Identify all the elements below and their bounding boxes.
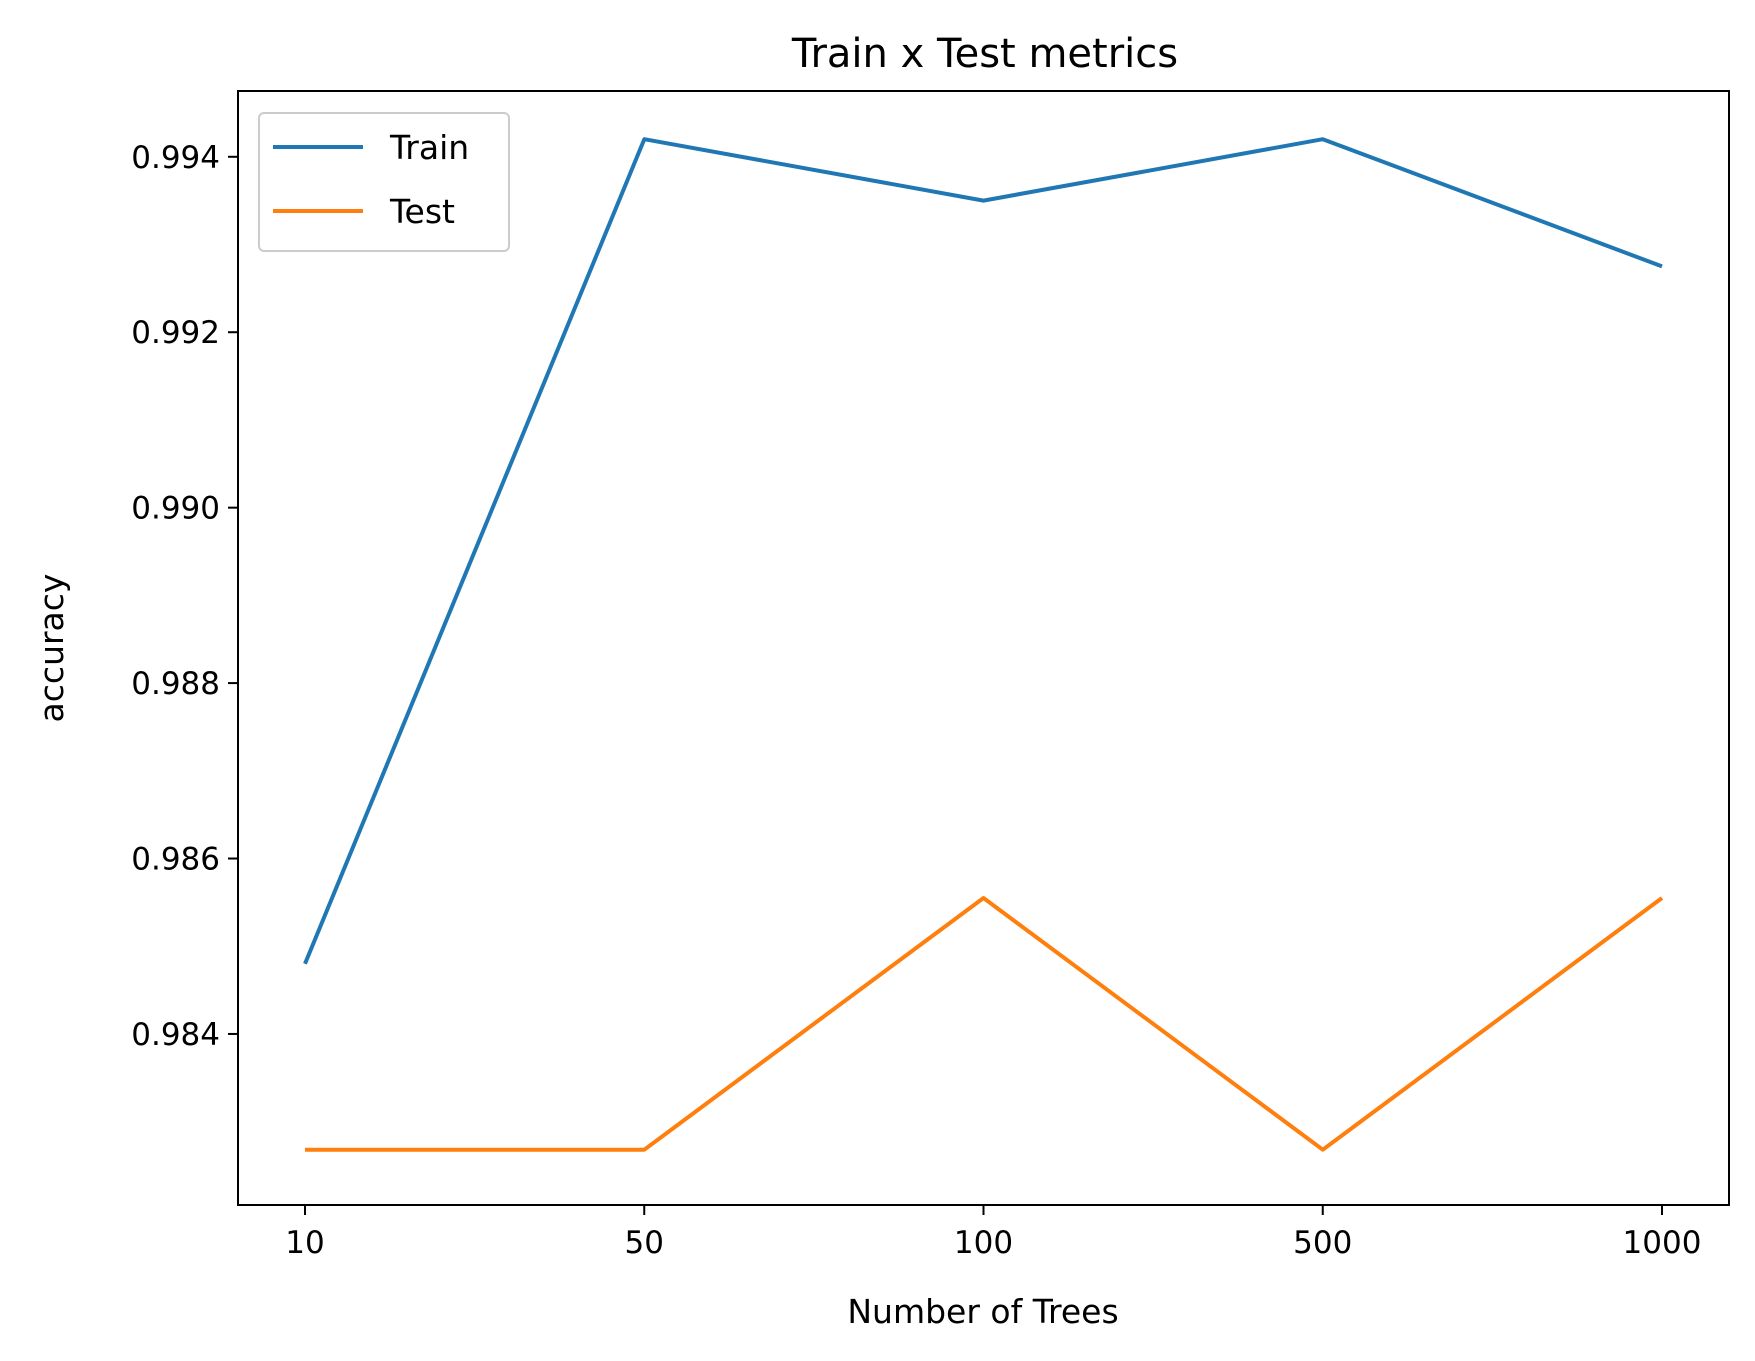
data-point-train-100 [982,199,986,203]
y-axis-label: accuracy [32,574,71,723]
chart-title: Train x Test metrics [791,31,1178,77]
series-line-train [303,137,1663,965]
legend-label-test: Test [389,192,455,231]
y-tick-label-0.994: 0.994 [131,140,220,176]
x-tick-label-500: 500 [1293,1225,1352,1261]
x-axis: 10 50 100 500 1000 [285,1205,1701,1261]
data-point-train-500 [1321,137,1325,141]
data-point-test-100 [982,896,986,900]
series-line-test [305,896,1664,1152]
data-point-train-10 [303,962,307,966]
y-tick-label-0.992: 0.992 [131,315,220,351]
legend-label-train: Train [389,128,469,167]
x-tick-label-100: 100 [954,1225,1013,1261]
series-layer [303,137,1664,1152]
y-tick-label-0.990: 0.990 [131,491,220,527]
y-axis: 0.984 0.986 0.988 0.990 0.992 0.994 [131,140,238,1053]
data-point-test-10 [303,1148,307,1152]
y-tick-label-0.986: 0.986 [131,842,220,878]
x-tick-label-1000: 1000 [1623,1225,1702,1261]
legend: Train Test [258,112,510,252]
data-point-train-50 [642,137,646,141]
x-axis-label: Number of Trees [847,1292,1118,1331]
plot-frame [237,90,1730,1206]
legend-box [258,112,510,252]
x-tick-label-10: 10 [285,1225,324,1261]
y-tick-label-0.984: 0.984 [131,1017,220,1053]
data-point-train-1000 [1660,264,1664,268]
y-tick-label-0.988: 0.988 [131,666,220,702]
x-tick-label-50: 50 [625,1225,664,1261]
data-point-test-50 [642,1148,646,1152]
data-point-test-500 [1321,1148,1325,1152]
data-point-test-1000 [1660,896,1664,900]
